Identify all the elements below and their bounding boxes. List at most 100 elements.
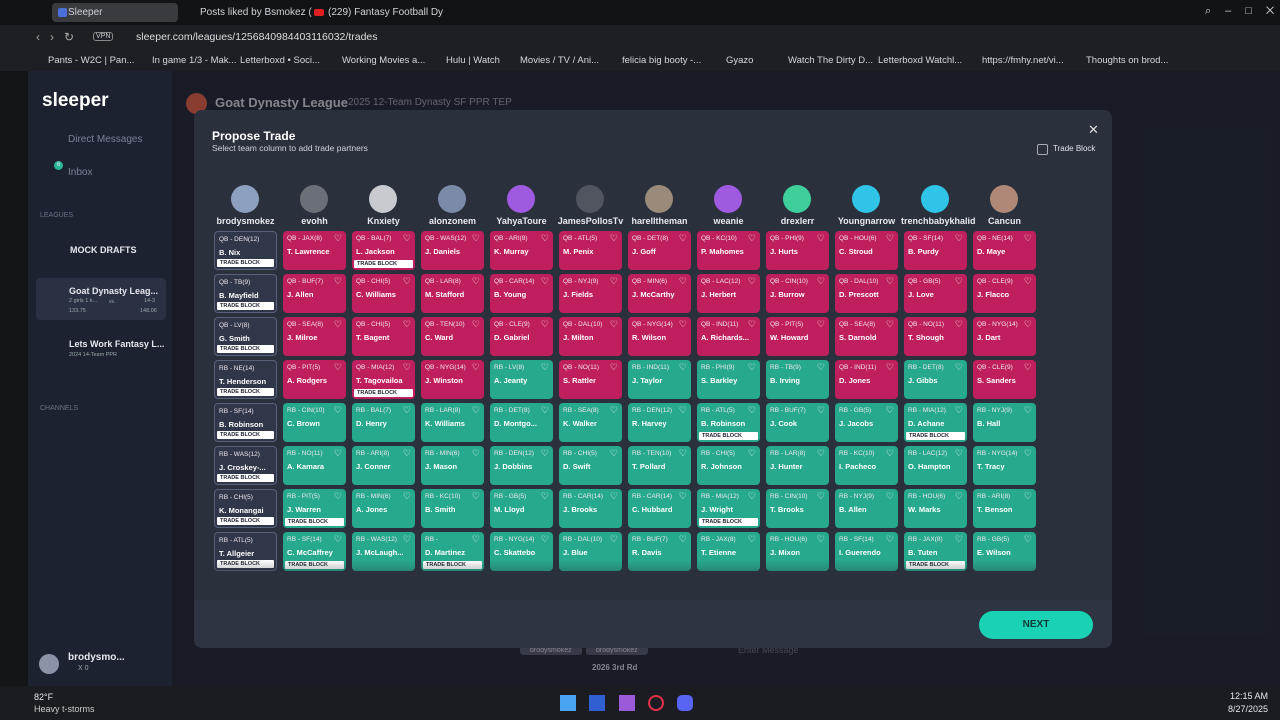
player-card[interactable]: RB - ARI(8) J. Conner ♡ xyxy=(352,446,415,485)
player-card[interactable]: RB - CHI(5) K. Monangai TRADE BLOCK xyxy=(214,489,277,528)
player-card[interactable]: RB - CHI(5) D. Swift ♡ xyxy=(559,446,622,485)
heart-icon[interactable]: ♡ xyxy=(816,319,825,329)
player-card[interactable]: RB - GB(5) J. Jacobs ♡ xyxy=(835,403,898,442)
heart-icon[interactable]: ♡ xyxy=(1023,405,1032,415)
heart-icon[interactable]: ♡ xyxy=(885,405,894,415)
heart-icon[interactable]: ♡ xyxy=(1023,233,1032,243)
bookmark[interactable]: Letterboxd Watchl... xyxy=(878,55,963,66)
heart-icon[interactable]: ♡ xyxy=(954,405,963,415)
player-card[interactable]: QB - ATL(5) M. Penix ♡ xyxy=(559,231,622,270)
team-avatar[interactable] xyxy=(507,185,535,213)
taskbar-apps[interactable] xyxy=(556,695,726,713)
player-card[interactable]: RB - MIN(6) J. Mason ♡ xyxy=(421,446,484,485)
bookmark[interactable]: In game 1/3 - Mak... xyxy=(152,55,237,66)
player-card[interactable]: QB - CLE(9) J. Flacco ♡ xyxy=(973,274,1036,313)
player-card[interactable]: QB - SF(14) B. Purdy ♡ xyxy=(904,231,967,270)
url[interactable]: sleeper.com/leagues/1256840984403116032/… xyxy=(136,31,378,43)
player-card[interactable]: QB - NO(11) S. Rattler ♡ xyxy=(559,360,622,399)
heart-icon[interactable]: ♡ xyxy=(816,534,825,544)
heart-icon[interactable]: ♡ xyxy=(402,448,411,458)
player-card[interactable]: QB - DET(8) J. Goff ♡ xyxy=(628,231,691,270)
nav-item[interactable]: Direct Messages xyxy=(68,134,143,145)
heart-icon[interactable]: ♡ xyxy=(678,534,687,544)
checkbox-label[interactable]: Trade Block xyxy=(1053,144,1096,153)
heart-icon[interactable]: ♡ xyxy=(747,319,756,329)
player-card[interactable]: RB - PIT(5) J. Warren ♡ TRADE BLOCK xyxy=(283,489,346,528)
player-card[interactable]: QB - NYG(14) J. Winston ♡ xyxy=(421,360,484,399)
heart-icon[interactable]: ♡ xyxy=(816,405,825,415)
heart-icon[interactable]: ♡ xyxy=(402,534,411,544)
heart-icon[interactable]: ♡ xyxy=(885,362,894,372)
player-card[interactable]: RB - CIN(10) T. Brooks ♡ xyxy=(766,489,829,528)
close-button[interactable]: ✕ xyxy=(1088,122,1099,137)
league-item[interactable]: Goat Dynasty Leag... 2 girls 1 k... vs. … xyxy=(36,278,166,320)
player-card[interactable]: QB - NYG(14) J. Dart ♡ xyxy=(973,317,1036,356)
player-card[interactable]: QB - PIT(5) W. Howard ♡ xyxy=(766,317,829,356)
heart-icon[interactable]: ♡ xyxy=(885,448,894,458)
heart-icon[interactable]: ♡ xyxy=(402,276,411,286)
player-card[interactable]: QB - LV(8) G. Smith TRADE BLOCK xyxy=(214,317,277,356)
heart-icon[interactable]: ♡ xyxy=(747,491,756,501)
team-avatar[interactable] xyxy=(300,185,328,213)
heart-icon[interactable]: ♡ xyxy=(540,233,549,243)
heart-icon[interactable]: ♡ xyxy=(609,405,618,415)
checkbox[interactable] xyxy=(1037,144,1048,155)
team-avatar[interactable] xyxy=(990,185,1018,213)
player-card[interactable]: RB - IND(11) J. Taylor ♡ xyxy=(628,360,691,399)
player-card[interactable]: RB - LV(8) A. Jeanty ♡ xyxy=(490,360,553,399)
player-card[interactable]: RB - KC(10) B. Smith ♡ xyxy=(421,489,484,528)
player-card[interactable]: QB - CIN(10) J. Burrow ♡ xyxy=(766,274,829,313)
player-card[interactable]: RB - BAL(7) D. Henry ♡ xyxy=(352,403,415,442)
team-name[interactable]: YahyaToure xyxy=(496,216,547,226)
team-name[interactable]: Knxiety xyxy=(367,216,400,226)
heart-icon[interactable]: ♡ xyxy=(1023,534,1032,544)
bookmark[interactable]: Working Movies a... xyxy=(342,55,426,66)
heart-icon[interactable]: ♡ xyxy=(540,362,549,372)
player-card[interactable]: RB - MIN(6) A. Jones ♡ xyxy=(352,489,415,528)
heart-icon[interactable]: ♡ xyxy=(816,491,825,501)
team-name[interactable]: weanie xyxy=(713,216,744,226)
heart-icon[interactable]: ♡ xyxy=(816,233,825,243)
heart-icon[interactable]: ♡ xyxy=(402,362,411,372)
bookmark[interactable]: Pants - W2C | Pan... xyxy=(48,55,135,66)
team-name[interactable]: JamesPollosTv xyxy=(557,216,624,226)
player-card[interactable]: RB - CAR(14) J. Brooks ♡ xyxy=(559,489,622,528)
bookmark[interactable]: Gyazo xyxy=(726,55,754,66)
player-card[interactable]: RB - NO(11) A. Kamara ♡ xyxy=(283,446,346,485)
player-card[interactable]: RB - DET(8) D. Montgo... ♡ xyxy=(490,403,553,442)
player-card[interactable]: QB - IND(11) D. Jones ♡ xyxy=(835,360,898,399)
heart-icon[interactable]: ♡ xyxy=(885,276,894,286)
player-card[interactable]: QB - CLE(9) D. Gabriel ♡ xyxy=(490,317,553,356)
heart-icon[interactable]: ♡ xyxy=(747,233,756,243)
heart-icon[interactable]: ♡ xyxy=(471,276,480,286)
heart-icon[interactable]: ♡ xyxy=(609,276,618,286)
vpn-badge[interactable]: VPN xyxy=(93,32,114,41)
logo[interactable]: sleeper xyxy=(42,90,109,111)
heart-icon[interactable]: ♡ xyxy=(678,405,687,415)
player-card[interactable]: RB - PHI(9) S. Barkley ♡ xyxy=(697,360,760,399)
heart-icon[interactable]: ♡ xyxy=(471,405,480,415)
player-card[interactable]: QB - BUF(7) J. Allen ♡ xyxy=(283,274,346,313)
message-input[interactable]: Enter Message xyxy=(738,645,799,655)
heart-icon[interactable]: ♡ xyxy=(402,319,411,329)
player-card[interactable]: QB - NE(14) D. Maye ♡ xyxy=(973,231,1036,270)
heart-icon[interactable]: ♡ xyxy=(333,276,342,286)
player-card[interactable]: RB - DET(8) J. Gibbs ♡ xyxy=(904,360,967,399)
player-card[interactable]: RB - HOU(6) W. Marks ♡ xyxy=(904,489,967,528)
heart-icon[interactable]: ♡ xyxy=(609,319,618,329)
player-card[interactable]: QB - SEA(8) S. Darnold ♡ xyxy=(835,317,898,356)
team-avatar[interactable] xyxy=(852,185,880,213)
tab[interactable]: Posts liked by Bsmokez ( xyxy=(184,3,312,22)
heart-icon[interactable]: ♡ xyxy=(333,362,342,372)
player-card[interactable]: RB - DEN(12) R. Harvey ♡ xyxy=(628,403,691,442)
heart-icon[interactable]: ♡ xyxy=(333,319,342,329)
player-card[interactable]: QB - DEN(12) B. Nix TRADE BLOCK xyxy=(214,231,277,270)
team-avatar[interactable] xyxy=(231,185,259,213)
player-card[interactable]: QB - CAR(14) B. Young ♡ xyxy=(490,274,553,313)
team-name[interactable]: harelltheman xyxy=(631,216,688,226)
heart-icon[interactable]: ♡ xyxy=(471,319,480,329)
team-avatar[interactable] xyxy=(714,185,742,213)
tab[interactable]: (229) Fantasy Football Dy xyxy=(312,3,443,22)
player-card[interactable]: QB - NYJ(9) J. Fields ♡ xyxy=(559,274,622,313)
player-card[interactable]: RB - ATL(5) B. Robinson ♡ TRADE BLOCK xyxy=(697,403,760,442)
